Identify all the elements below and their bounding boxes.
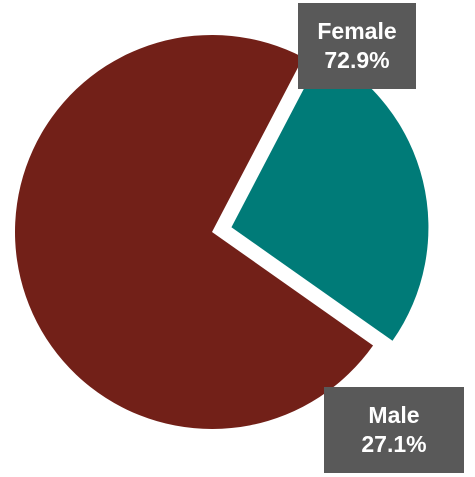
data-label-male-value: 27.1% [361, 431, 427, 457]
data-label-male-name: Male [368, 402, 420, 428]
data-label-female-name: Female [317, 18, 397, 44]
pie-slice-female [14, 35, 374, 430]
pie-slice-male [231, 52, 429, 341]
data-label-female: Female 72.9% [298, 3, 416, 89]
data-label-male: Male 27.1% [324, 387, 464, 473]
data-label-female-value: 72.9% [324, 47, 390, 73]
